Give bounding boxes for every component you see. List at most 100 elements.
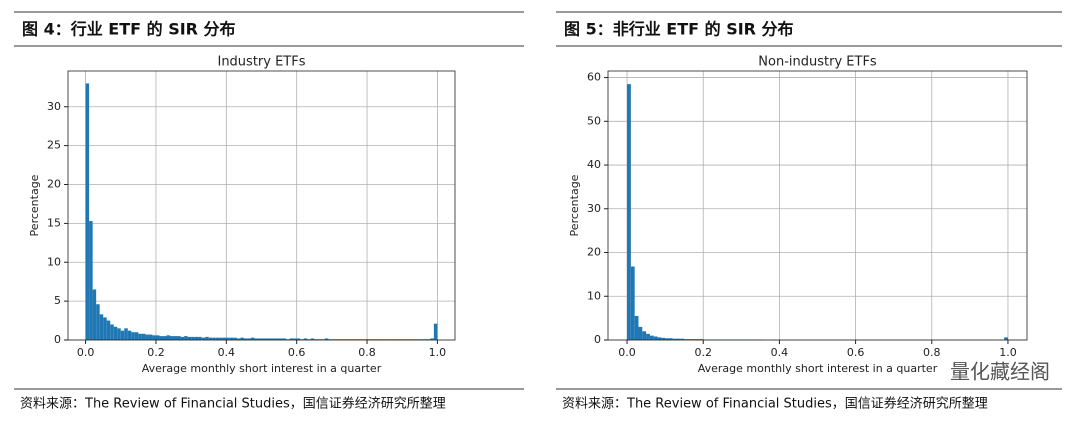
y-axis-label: Percentage [28,174,41,236]
watermark: 量化藏经阁 [950,360,1050,384]
histogram-bar [201,337,206,340]
histogram-bar [184,336,188,340]
figure-header: 图 4：行业 ETF 的 SIR 分布 [22,20,236,39]
histogram-bar [208,337,213,340]
histogram-bar [170,336,174,340]
histogram-bar [180,336,185,340]
histogram-bar [148,334,153,340]
histogram-bar [145,334,149,340]
histogram-bar [113,326,118,340]
histogram-bar [268,338,273,340]
histogram-bar [289,338,294,340]
histogram-bar [124,328,128,340]
histogram-bar [272,338,276,340]
histogram-bar [699,339,704,340]
y-tick-label: 10 [587,289,601,302]
histogram-bar [668,338,673,340]
x-tick-label: 0.0 [618,346,636,359]
y-tick-label: 50 [587,114,601,127]
histogram-bar [233,337,237,340]
histogram-bar [676,338,681,340]
histogram-bar [134,332,139,340]
x-tick-label: 0.4 [218,346,236,359]
histogram-bar [638,326,643,340]
y-tick-label: 15 [47,216,61,229]
histogram-bar [247,338,251,340]
histogram-bar [99,314,104,340]
x-tick-label: 1.0 [999,346,1017,359]
histogram-bar [198,336,202,340]
x-tick-label: 0.2 [147,346,165,359]
histogram-bar [250,337,255,340]
histogram-bar [630,266,635,340]
y-tick-label: 20 [587,246,601,259]
histogram-bar [672,338,677,340]
histogram-bar [215,337,220,340]
histogram-bar [162,336,167,340]
histogram-bar [138,333,142,340]
plot-frame [607,70,1028,341]
x-axis-label: Average monthly short interest in a quar… [142,362,382,375]
histogram-bar [646,333,650,340]
x-axis-label: Average monthly short interest in a quar… [698,362,938,375]
histogram-bar [103,317,107,340]
histogram-bar [236,338,241,340]
x-tick-label: 0.2 [694,346,712,359]
histogram-bar [85,83,90,341]
x-tick-label: 0.4 [771,346,789,359]
histogram-bar [141,333,146,340]
histogram-bar [187,336,192,340]
histogram-bar [433,323,438,340]
plot-frame [67,70,456,341]
histogram-bar [120,330,125,340]
histogram-bar [661,337,666,340]
y-tick-label: 5 [54,294,61,307]
histogram-bar [226,337,230,340]
histogram-bar [219,337,223,340]
histogram-bar [92,289,97,340]
y-tick-label: 25 [47,139,61,152]
histogram-bar [173,336,178,340]
histogram-bar [131,332,135,340]
histogram-bar [634,315,639,340]
histogram-bar [194,336,199,340]
histogram-bar [205,336,209,340]
histogram-bar [687,339,692,340]
histogram-bar [152,335,156,340]
histogram-bar [642,331,647,340]
histogram-bar [279,338,283,340]
x-tick-label: 0.6 [847,346,865,359]
y-tick-label: 0 [54,333,61,346]
histogram-bar [106,320,111,340]
histogram-bar [261,338,266,340]
chart-title: Industry ETFs [217,55,305,70]
x-tick-label: 0.0 [77,346,95,359]
histogram-bar [166,335,171,340]
histogram-bar [212,337,216,340]
histogram-bar [627,84,631,340]
histogram-bar [240,337,244,340]
histogram-bar [191,336,195,340]
x-tick-label: 0.6 [288,346,306,359]
histogram-bar [665,338,669,340]
x-tick-label: 0.8 [358,346,376,359]
histogram-bar [296,338,301,340]
figure-header: 图 5：非行业 ETF 的 SIR 分布 [564,20,794,39]
histogram-bar [110,324,114,340]
x-tick-label: 0.8 [923,346,941,359]
histogram-bar [96,304,100,340]
histogram-bar [649,335,654,340]
histogram-bar [243,338,248,340]
y-tick-label: 0 [594,333,601,346]
histogram-bar [265,338,269,340]
histogram-bar [282,338,287,340]
histogram-bar [303,338,308,340]
y-tick-label: 20 [47,178,61,191]
histogram-bar [653,336,658,340]
histogram-bar [691,339,696,340]
histogram-bar [657,337,662,340]
histogram-bar [177,336,181,340]
histogram-bar [257,338,262,340]
histogram-bar [293,338,297,340]
